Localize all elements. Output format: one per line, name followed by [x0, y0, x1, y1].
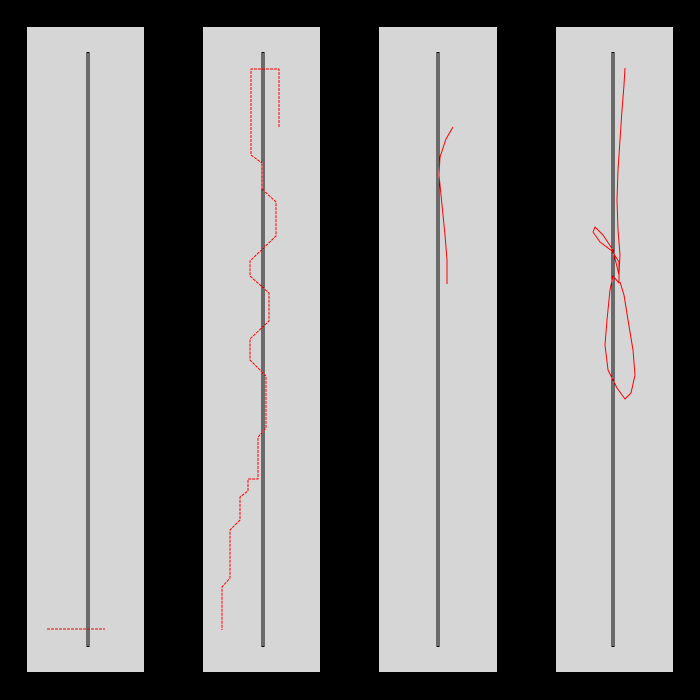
panel-4-trace-1: [592, 67, 636, 400]
panel-2-trace-1: [221, 68, 280, 630]
panel-3: [379, 27, 497, 672]
panel-3-trace-1: [438, 126, 454, 284]
panel-4: [556, 27, 673, 672]
panel-1: [27, 27, 144, 672]
panel-1-background: [27, 27, 144, 672]
panel-2: [203, 27, 320, 672]
